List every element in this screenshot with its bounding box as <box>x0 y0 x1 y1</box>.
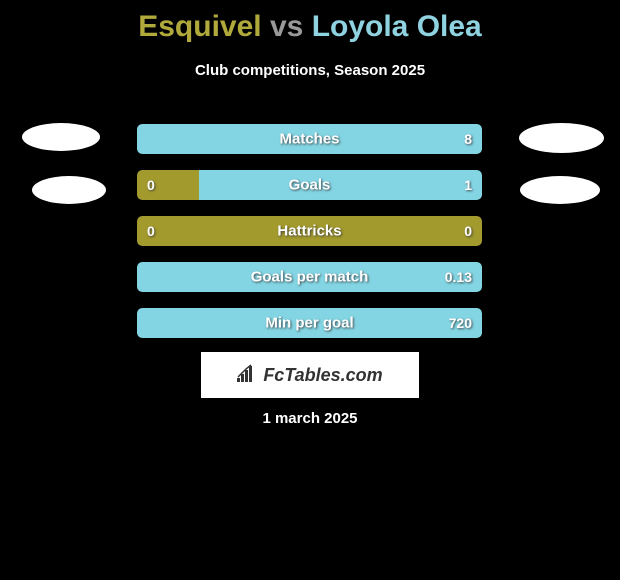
stat-value-right: 0 <box>464 223 472 239</box>
stat-row: Min per goal 720 <box>137 308 482 338</box>
subtitle: Club competitions, Season 2025 <box>0 62 620 79</box>
stat-label: Matches <box>279 131 339 148</box>
date-label: 1 march 2025 <box>262 410 357 427</box>
avatar-left-2 <box>32 176 106 204</box>
stat-label: Min per goal <box>265 315 353 332</box>
logo-label: FcTables.com <box>263 365 382 386</box>
stat-label: Hattricks <box>277 223 341 240</box>
stat-row: Matches 8 <box>137 124 482 154</box>
title-vs: vs <box>270 10 303 43</box>
stat-label: Goals <box>289 177 331 194</box>
chart-icon <box>237 364 259 387</box>
stat-label: Goals per match <box>251 269 369 286</box>
stat-value-right: 0.13 <box>445 269 472 285</box>
avatar-right-1 <box>519 123 604 153</box>
player-right-name: Loyola Olea <box>312 10 482 43</box>
logo-text: FcTables.com <box>237 364 382 387</box>
avatar-right-2 <box>520 176 600 204</box>
stat-value-right: 8 <box>464 131 472 147</box>
stats-bars: Matches 8 Goals 0 1 Hattricks 0 0 Goals per matc… <box>137 124 482 354</box>
player-left-name: Esquivel <box>138 10 261 43</box>
stat-row: Goals per match 0.13 <box>137 262 482 292</box>
stat-bar-right <box>199 170 482 200</box>
stat-row: Hattricks 0 0 <box>137 216 482 246</box>
logo-box: FcTables.com <box>201 352 419 398</box>
stat-value-left: 0 <box>147 223 155 239</box>
stat-row: Goals 0 1 <box>137 170 482 200</box>
stat-value-left: 0 <box>147 177 155 193</box>
stat-value-right: 1 <box>464 177 472 193</box>
stat-value-right: 720 <box>449 315 472 331</box>
comparison-title: Esquivel vs Loyola Olea <box>0 0 620 44</box>
avatar-left-1 <box>22 123 100 151</box>
